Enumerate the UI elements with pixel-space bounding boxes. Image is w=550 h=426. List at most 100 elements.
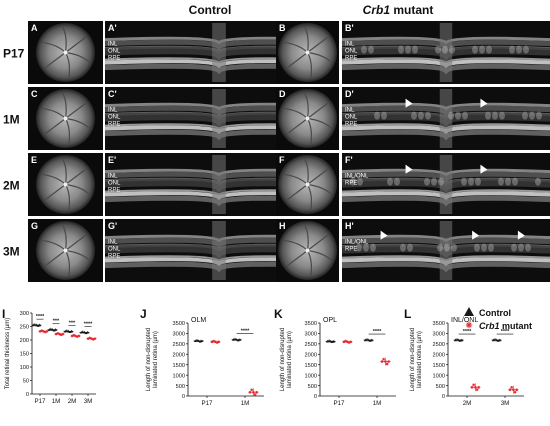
- mutant-point: [510, 385, 514, 389]
- arrowhead-icon: [405, 98, 413, 108]
- control-point: [195, 338, 199, 342]
- rosette-disruption: [387, 177, 393, 186]
- chart-J: J OLM 0 500 1000 1500 2000 2500 3000 3500 Length o…: [140, 307, 264, 407]
- rosette-disruption: [535, 177, 541, 186]
- control-point: [33, 322, 37, 326]
- blood-vessel: [303, 25, 309, 53]
- rosette-disruption: [424, 177, 430, 186]
- y-tick-label: 1000: [173, 373, 185, 379]
- y-tick-label: 3000: [433, 332, 445, 338]
- rosette-disruption: [442, 45, 448, 54]
- significance-stars: ****: [373, 329, 382, 335]
- age-label: 2M: [3, 179, 20, 193]
- panel-letter: A: [31, 23, 38, 33]
- blood-vessel: [65, 51, 91, 64]
- blood-vessel: [303, 157, 309, 185]
- optic-disc: [305, 182, 310, 187]
- y-tick-label: 2000: [173, 352, 185, 358]
- panel-letter: D': [345, 89, 354, 99]
- control-point: [82, 330, 86, 334]
- rosette-disruption: [462, 111, 468, 120]
- rosette-disruption: [479, 45, 485, 54]
- blood-vessel: [61, 157, 67, 185]
- panel-letter: E: [31, 155, 37, 165]
- control-point: [455, 337, 459, 341]
- optic-nerve-shadow: [439, 221, 453, 280]
- rosette-disruption: [512, 177, 518, 186]
- layer-label: RPE: [108, 122, 120, 128]
- panel-letter: J: [140, 307, 147, 321]
- panel-letter: F': [345, 155, 353, 165]
- rosette-disruption: [516, 45, 522, 54]
- blood-vessel: [307, 102, 330, 119]
- y-tick-label: 500: [176, 384, 185, 390]
- rosette-disruption: [472, 45, 478, 54]
- panel-letter: D: [279, 89, 286, 99]
- control-point: [493, 337, 497, 341]
- rosette-disruption: [444, 243, 450, 252]
- layer-label: RPE: [108, 254, 120, 260]
- control-point: [66, 329, 70, 333]
- blood-vessel: [307, 234, 330, 251]
- y-tick-label: 1500: [305, 363, 317, 369]
- rosette-disruption: [505, 177, 511, 186]
- mutant-point: [508, 388, 512, 392]
- panel-letter: G: [31, 221, 38, 231]
- x-tick-label: P17: [201, 400, 213, 407]
- y-tick-label: 500: [436, 384, 445, 390]
- mutant-point: [387, 360, 391, 363]
- blood-vessel: [307, 36, 330, 53]
- rosette-disruption: [485, 111, 491, 120]
- layer-label: ONL: [108, 49, 121, 55]
- y-tick-label: 1500: [173, 363, 185, 369]
- mutant-point: [470, 385, 474, 389]
- quantification-charts: I 0 50 100 150 200 250 300 Total retinal thickne…: [2, 307, 524, 407]
- rosette-disruption: [518, 243, 524, 252]
- panel-letter: L: [404, 307, 411, 321]
- layer-label: INL/ONL: [345, 174, 369, 180]
- legend-mutant-label: Crb1 mutant: [479, 321, 532, 331]
- y-axis-label: Length of non-disruptedlaminated retina …: [410, 328, 423, 391]
- control-point: [329, 339, 333, 343]
- mutant-point: [382, 357, 386, 361]
- age-label: 1M: [3, 113, 20, 127]
- y-tick-label: 2500: [433, 342, 445, 348]
- panel-letter: I: [2, 307, 5, 321]
- panel-letter: B: [279, 23, 286, 33]
- mutant-point: [383, 360, 387, 363]
- optic-nerve-shadow: [212, 155, 226, 214]
- blood-vessel: [65, 117, 91, 130]
- arrowhead-icon: [480, 164, 488, 174]
- mutant-point: [385, 362, 389, 366]
- rosette-disruption: [370, 243, 376, 252]
- legend: Control Crb1 mutant: [464, 307, 532, 331]
- rosette-disruption: [481, 243, 487, 252]
- optic-nerve-shadow: [439, 23, 453, 82]
- x-tick-label: 3M: [501, 400, 510, 407]
- optic-disc: [305, 116, 310, 121]
- layer-label: RPE: [345, 56, 357, 62]
- control-point: [457, 338, 461, 342]
- chart-L: L INL/ONL 0 500 1000 1500 2000 2500 3000 3500 Leng…: [404, 307, 524, 407]
- rosette-disruption: [418, 111, 424, 120]
- mutant-point: [472, 383, 476, 387]
- rosette-disruption: [438, 177, 444, 186]
- layer-label: ONL: [345, 49, 358, 55]
- layer-label: RPE: [345, 122, 357, 128]
- panel-letter: C': [108, 89, 117, 99]
- mutant-point: [250, 388, 254, 392]
- y-tick-label: 0: [26, 392, 29, 398]
- rosette-disruption: [529, 111, 535, 120]
- rosette-disruption: [361, 45, 367, 54]
- x-tick-label: 1M: [52, 398, 61, 405]
- chart-title: INL/ONL: [451, 317, 478, 324]
- control-point: [332, 339, 336, 343]
- control-point: [50, 328, 54, 331]
- panel-letter: K: [274, 307, 283, 321]
- rosette-disruption: [398, 45, 404, 54]
- y-tick-label: 250: [20, 325, 29, 331]
- blood-vessel: [65, 183, 91, 196]
- optic-nerve-shadow: [212, 89, 226, 148]
- rosette-disruption: [522, 111, 528, 120]
